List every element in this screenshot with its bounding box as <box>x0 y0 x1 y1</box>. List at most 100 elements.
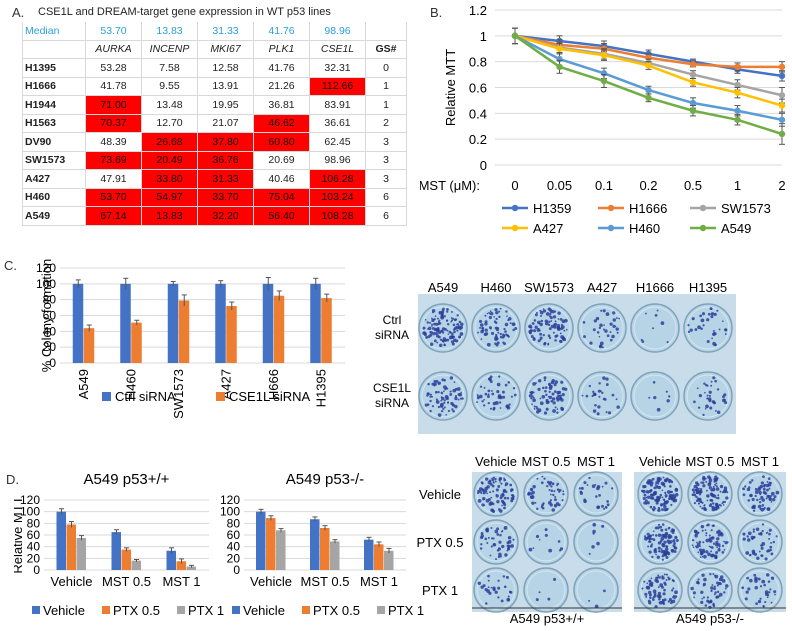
expression-cell: 13.83 <box>141 206 198 226</box>
colony-dot <box>648 582 653 587</box>
colony-dot <box>425 335 429 339</box>
colony-dot <box>725 584 729 588</box>
colony-dot <box>443 399 446 402</box>
colony-dot <box>433 328 437 332</box>
colony-dot <box>529 391 531 394</box>
colony-dot <box>674 590 678 595</box>
gene-header: INCENP <box>141 39 198 59</box>
colony-dot <box>699 550 703 554</box>
expression-cell: 67.14 <box>85 206 142 226</box>
culture-dish <box>471 371 521 421</box>
colony-dot <box>543 379 546 382</box>
expression-cell: 31.33 <box>197 169 254 189</box>
dish-rim <box>576 474 616 514</box>
colony-dot <box>442 407 445 411</box>
colony-dot <box>442 385 447 390</box>
bar <box>262 283 274 363</box>
colony-dot <box>758 490 762 495</box>
colony-dot <box>710 589 713 593</box>
gs-count-cell: 1 <box>365 95 407 115</box>
expression-cell: 32.31 <box>309 58 366 78</box>
colony-dot <box>447 333 450 335</box>
colony-dot <box>601 504 604 508</box>
colony-dot <box>645 490 650 494</box>
colony-dot <box>548 548 553 553</box>
colony-dot <box>706 524 708 527</box>
legend-d: Vehicle PTX 0.5 PTX 1 Vehicle PTX 0.5 PTX 1 <box>32 603 424 618</box>
colony-dot <box>757 487 761 492</box>
colony-dot <box>459 397 463 400</box>
colony-dot <box>652 538 656 542</box>
colony-dot <box>714 410 717 412</box>
colony-dot <box>700 590 704 594</box>
colony-dot <box>663 500 668 505</box>
colony-dot <box>742 537 746 541</box>
colony-dot <box>646 532 650 536</box>
colony-dot <box>701 529 704 532</box>
colony-dot <box>530 493 533 495</box>
colony-dot <box>662 554 665 557</box>
colony-dot <box>703 504 706 507</box>
colony-dot <box>506 541 510 545</box>
colony-dot <box>561 408 564 411</box>
colony-dot <box>760 481 764 485</box>
colony-dot <box>723 393 727 397</box>
expression-cell: 21.26 <box>253 76 310 96</box>
colony-dot <box>713 587 716 591</box>
colony-dot <box>437 390 440 394</box>
dish-rim <box>690 522 730 562</box>
colony-dot <box>495 558 497 561</box>
table-row: H1666 41.78 9.55 13.91 21.26 112.66 1 <box>22 76 407 96</box>
colony-dot <box>478 319 483 324</box>
median-cell: 53.70 <box>85 22 142 41</box>
colony-dot <box>671 589 674 592</box>
colony-dot <box>542 333 545 337</box>
colony-dot <box>646 495 651 499</box>
expression-cell: 98.96 <box>309 150 366 170</box>
colony-dot <box>497 579 500 582</box>
colony-dot <box>498 508 501 511</box>
colony-dot <box>502 341 505 344</box>
expression-cell: 54.97 <box>141 187 198 207</box>
gene-header-row: AURKA INCENP MKI67 PLK1 CSE1L GS# <box>22 39 407 59</box>
colony-dot <box>535 534 540 539</box>
colony-dot <box>603 328 605 331</box>
colony-dot <box>676 539 679 542</box>
colony-dot <box>422 326 426 330</box>
panel-label-c: C. <box>4 258 17 273</box>
colony-dot <box>742 493 746 497</box>
colony-dot <box>592 328 596 332</box>
colony-dot <box>670 530 673 533</box>
dish-rim <box>526 570 566 610</box>
colony-dot <box>494 321 498 325</box>
colony-dot <box>553 390 557 393</box>
dish-well <box>577 303 627 353</box>
colony-dot <box>618 317 621 320</box>
legend-marker <box>511 224 519 232</box>
colony-dot <box>460 391 462 394</box>
colony-dot <box>597 405 601 409</box>
cell-line-name: H1944 <box>22 95 86 115</box>
colony-dot <box>557 503 561 507</box>
colony-dot <box>596 505 600 510</box>
x-tick-label: Vehicle <box>51 574 93 589</box>
dish-well <box>473 519 519 565</box>
colony-dot <box>499 307 502 310</box>
colony-dot <box>770 552 774 556</box>
colony-dot <box>510 499 514 503</box>
colony-dot <box>608 411 612 415</box>
colony-dot <box>670 599 673 602</box>
culture-dish <box>524 371 574 421</box>
colony-dot <box>718 503 721 507</box>
colony-dot <box>651 507 654 511</box>
colony-dot <box>725 496 729 500</box>
colony-dot <box>490 586 493 589</box>
colony-dot <box>767 483 772 487</box>
colony-dot <box>510 395 513 398</box>
colony-dot <box>616 331 619 334</box>
colony-dot <box>483 404 486 407</box>
y-tick-label: 0.4 <box>469 106 487 121</box>
colony-dot <box>712 485 715 489</box>
colony-dot <box>553 322 557 327</box>
colony-dot <box>648 540 651 543</box>
